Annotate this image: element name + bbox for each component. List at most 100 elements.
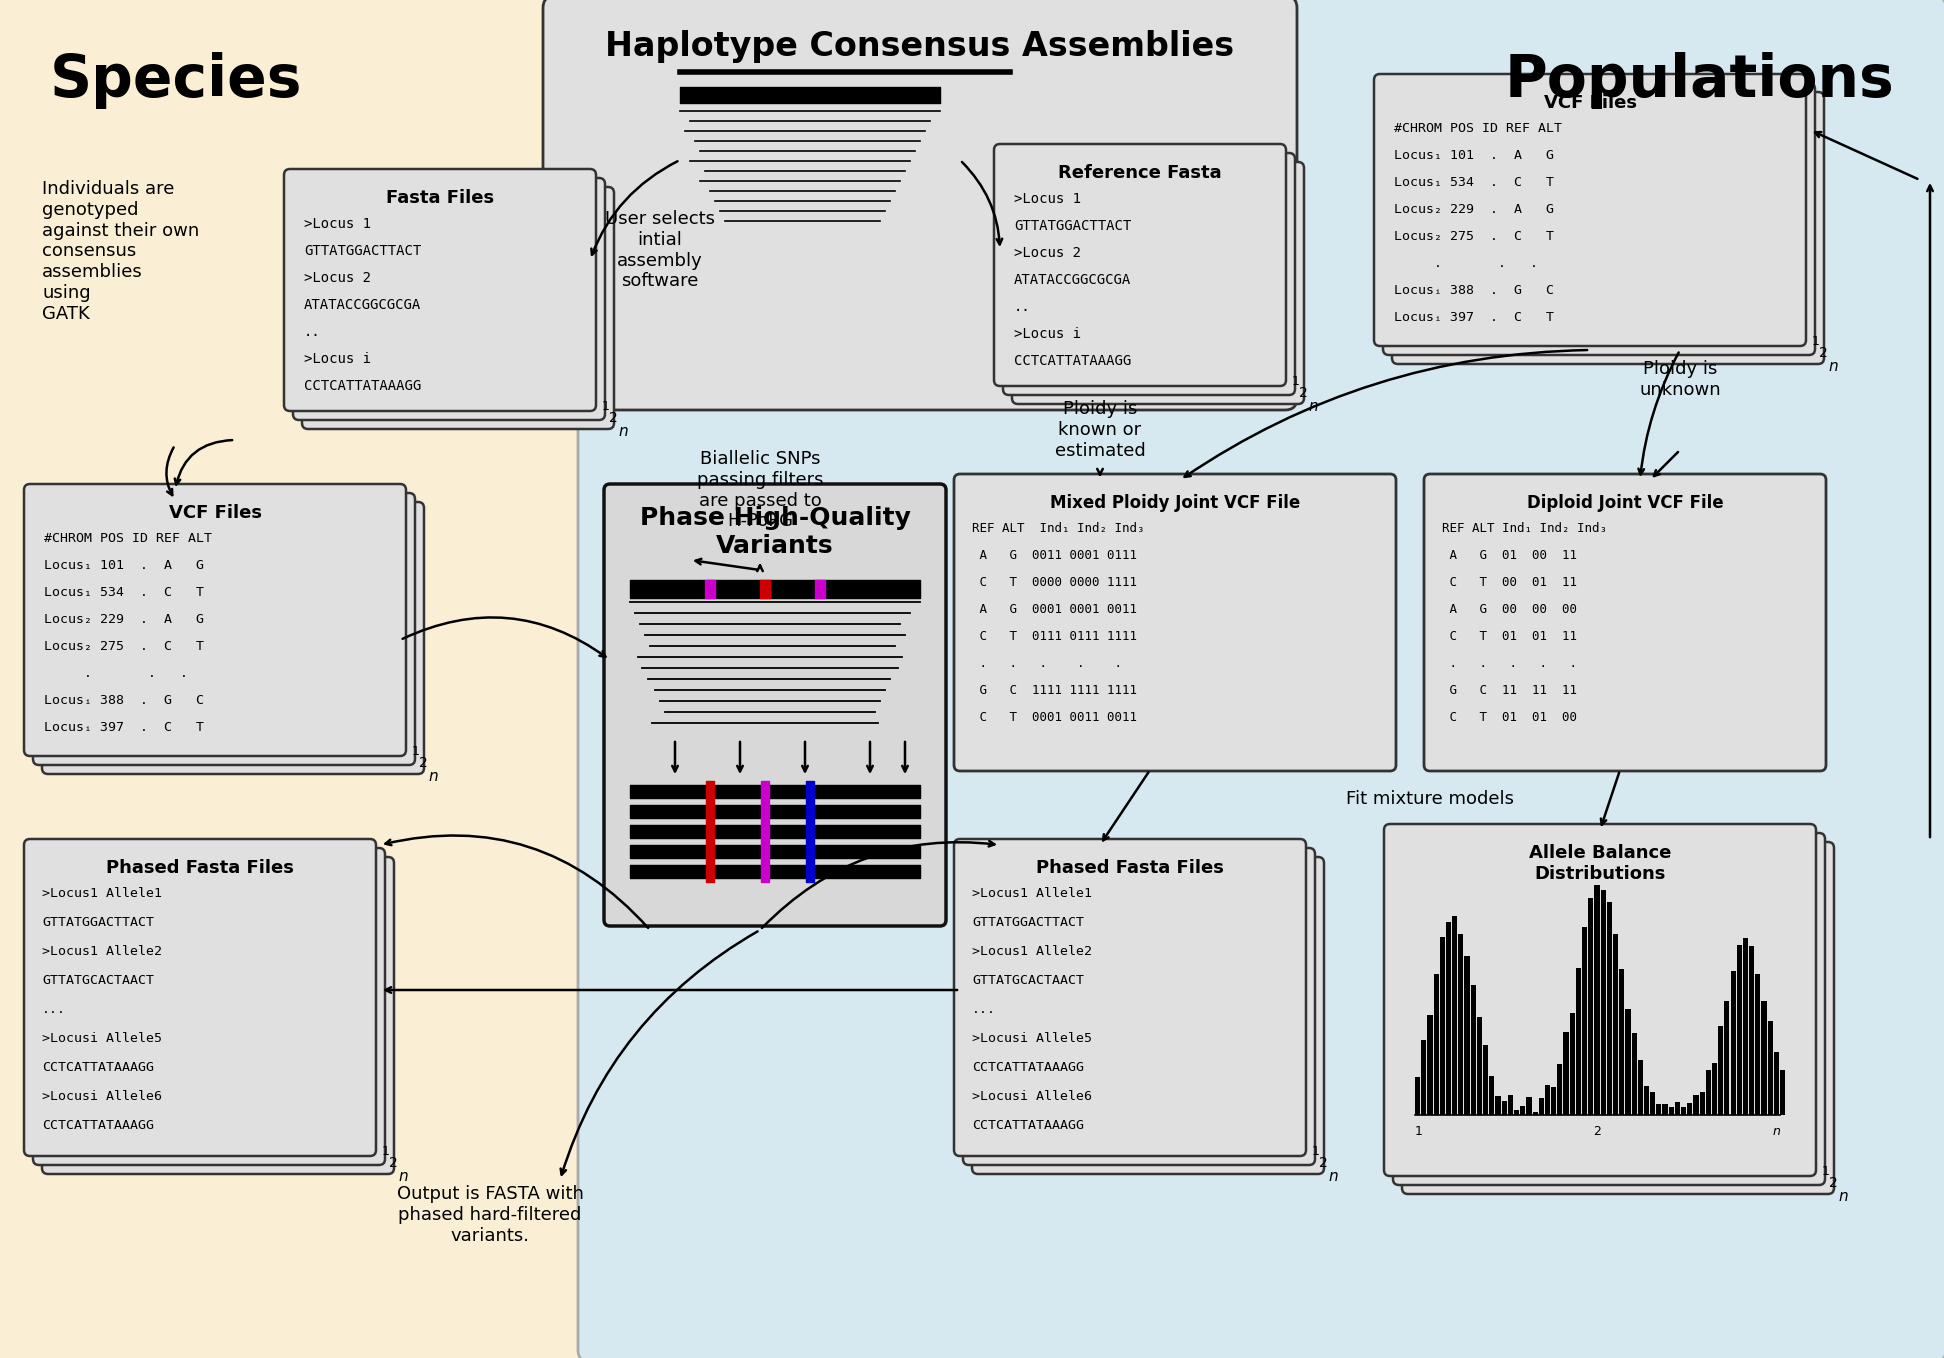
Text: ATATACCGGCGCGA: ATATACCGGCGCGA <box>303 297 422 312</box>
Text: CCTCATTATAAAGG: CCTCATTATAAAGG <box>303 379 422 392</box>
Text: CCTCATTATAAAGG: CCTCATTATAAAGG <box>972 1119 1085 1133</box>
Text: GTTATGGACTTACT: GTTATGGACTTACT <box>1015 219 1131 234</box>
Bar <box>1495 1096 1501 1115</box>
Text: Output is FASTA with
phased hard-filtered
variants.: Output is FASTA with phased hard-filtere… <box>397 1186 583 1244</box>
FancyBboxPatch shape <box>1382 83 1816 354</box>
Bar <box>1557 1063 1563 1115</box>
Text: 2: 2 <box>1820 346 1827 360</box>
Text: Individuals are
genotyped
against their own
consensus
assemblies
using
GATK: Individuals are genotyped against their … <box>43 181 198 323</box>
Bar <box>1730 971 1736 1115</box>
Text: 2: 2 <box>1320 1156 1328 1171</box>
Text: Locus₁ 534  .  C   T: Locus₁ 534 . C T <box>1394 177 1553 189</box>
Bar <box>1781 1070 1785 1115</box>
Text: >Locus 2: >Locus 2 <box>1015 246 1081 259</box>
Text: C   T  01  01  00: C T 01 01 00 <box>1442 712 1577 724</box>
FancyBboxPatch shape <box>1402 842 1833 1194</box>
Bar <box>1540 1099 1544 1115</box>
Bar <box>1724 1001 1730 1115</box>
Text: #CHROM POS ID REF ALT: #CHROM POS ID REF ALT <box>45 532 212 545</box>
Text: 1: 1 <box>412 746 420 758</box>
FancyBboxPatch shape <box>1003 153 1295 395</box>
Bar <box>1489 1076 1495 1115</box>
FancyBboxPatch shape <box>1394 832 1825 1186</box>
Bar <box>1532 1112 1538 1115</box>
Text: 1: 1 <box>1822 1165 1829 1177</box>
Bar <box>1526 1097 1532 1115</box>
Bar <box>1415 1077 1421 1115</box>
Text: >Locus i: >Locus i <box>303 352 371 367</box>
Bar <box>1687 1104 1693 1115</box>
Text: .   .   .    .    .: . . . . . <box>972 657 1122 669</box>
Text: CCTCATTATAAAGG: CCTCATTATAAAGG <box>43 1061 154 1074</box>
Bar <box>1501 1101 1507 1115</box>
Bar <box>1705 1070 1711 1115</box>
Text: n: n <box>618 424 628 439</box>
FancyBboxPatch shape <box>605 483 947 926</box>
Text: 1: 1 <box>1812 335 1820 348</box>
Text: Haplotype Consensus Assemblies: Haplotype Consensus Assemblies <box>605 30 1234 62</box>
Text: >Locus1 Allele2: >Locus1 Allele2 <box>43 945 161 957</box>
Text: Phase High-Quality
Variants: Phase High-Quality Variants <box>640 507 910 558</box>
Text: n: n <box>1328 1169 1337 1184</box>
Text: ...: ... <box>43 1004 66 1016</box>
Text: C   T  0111 0111 1111: C T 0111 0111 1111 <box>972 630 1137 642</box>
Text: 1: 1 <box>1293 375 1301 388</box>
Bar <box>1662 1104 1668 1115</box>
FancyBboxPatch shape <box>43 502 424 774</box>
FancyBboxPatch shape <box>301 187 614 429</box>
Bar <box>1483 1046 1489 1115</box>
FancyBboxPatch shape <box>43 857 395 1175</box>
Text: Ploidy is
unknown: Ploidy is unknown <box>1639 360 1720 399</box>
Text: #CHROM POS ID REF ALT: #CHROM POS ID REF ALT <box>1394 122 1561 134</box>
Bar <box>1736 945 1742 1115</box>
Text: ATATACCGGCGCGA: ATATACCGGCGCGA <box>1015 273 1131 287</box>
Bar <box>1713 1063 1717 1115</box>
Bar <box>1551 1088 1557 1115</box>
Bar <box>1619 970 1625 1115</box>
Text: >Locus 1: >Locus 1 <box>303 217 371 231</box>
Text: Locusᵢ 388  .  G   C: Locusᵢ 388 . G C <box>1394 284 1553 297</box>
Text: Locus₂ 275  .  C   T: Locus₂ 275 . C T <box>45 640 204 653</box>
FancyBboxPatch shape <box>1013 162 1304 403</box>
Text: Allele Balance
Distributions: Allele Balance Distributions <box>1528 845 1672 883</box>
Text: GTTATGGACTTACT: GTTATGGACTTACT <box>303 244 422 258</box>
Text: Locus₂ 229  .  A   G: Locus₂ 229 . A G <box>1394 202 1553 216</box>
Bar <box>1625 1009 1631 1115</box>
Text: GTTATGGACTTACT: GTTATGGACTTACT <box>972 917 1085 929</box>
Bar <box>1452 915 1458 1115</box>
Text: G   C  1111 1111 1111: G C 1111 1111 1111 <box>972 684 1137 697</box>
Text: ..: .. <box>303 325 321 340</box>
FancyBboxPatch shape <box>993 144 1287 386</box>
Text: Locus₁ 534  .  C   T: Locus₁ 534 . C T <box>45 587 204 599</box>
Text: Mixed Ploidy Joint VCF File: Mixed Ploidy Joint VCF File <box>1050 494 1301 512</box>
Text: REF ALT  Ind₁ Ind₂ Ind₃: REF ALT Ind₁ Ind₂ Ind₃ <box>972 521 1145 535</box>
Text: GTTATGCACTAACT: GTTATGCACTAACT <box>972 974 1085 987</box>
Text: 1: 1 <box>603 401 610 413</box>
Text: Locus₂ 229  .  A   G: Locus₂ 229 . A G <box>45 612 204 626</box>
FancyBboxPatch shape <box>577 0 1944 1358</box>
FancyBboxPatch shape <box>0 0 789 1358</box>
Bar <box>1767 1021 1773 1115</box>
FancyBboxPatch shape <box>972 857 1324 1175</box>
Bar <box>1472 986 1475 1115</box>
FancyBboxPatch shape <box>1384 824 1816 1176</box>
Bar <box>1744 938 1748 1115</box>
Text: Locusᵢ 388  .  G   C: Locusᵢ 388 . G C <box>45 694 204 708</box>
Text: 2: 2 <box>1829 1176 1837 1190</box>
Text: Biallelic SNPs
passing filters
are passed to
H-PoPG: Biallelic SNPs passing filters are passe… <box>696 449 822 531</box>
Bar <box>1520 1105 1526 1115</box>
Text: ..: .. <box>1015 300 1030 314</box>
Text: 2: 2 <box>608 411 618 425</box>
Text: n: n <box>1308 399 1318 414</box>
Text: 2: 2 <box>389 1156 399 1171</box>
Text: >Locus 2: >Locus 2 <box>303 272 371 285</box>
Bar <box>1761 1001 1767 1115</box>
Bar <box>1656 1104 1662 1115</box>
Bar <box>1433 975 1439 1115</box>
Bar <box>1600 889 1606 1115</box>
Text: >Locusi Allele5: >Locusi Allele5 <box>43 1032 161 1046</box>
Text: Phased Fasta Files: Phased Fasta Files <box>107 860 294 877</box>
Text: ...: ... <box>972 1004 995 1016</box>
FancyBboxPatch shape <box>962 847 1314 1165</box>
Text: 2: 2 <box>420 756 428 770</box>
